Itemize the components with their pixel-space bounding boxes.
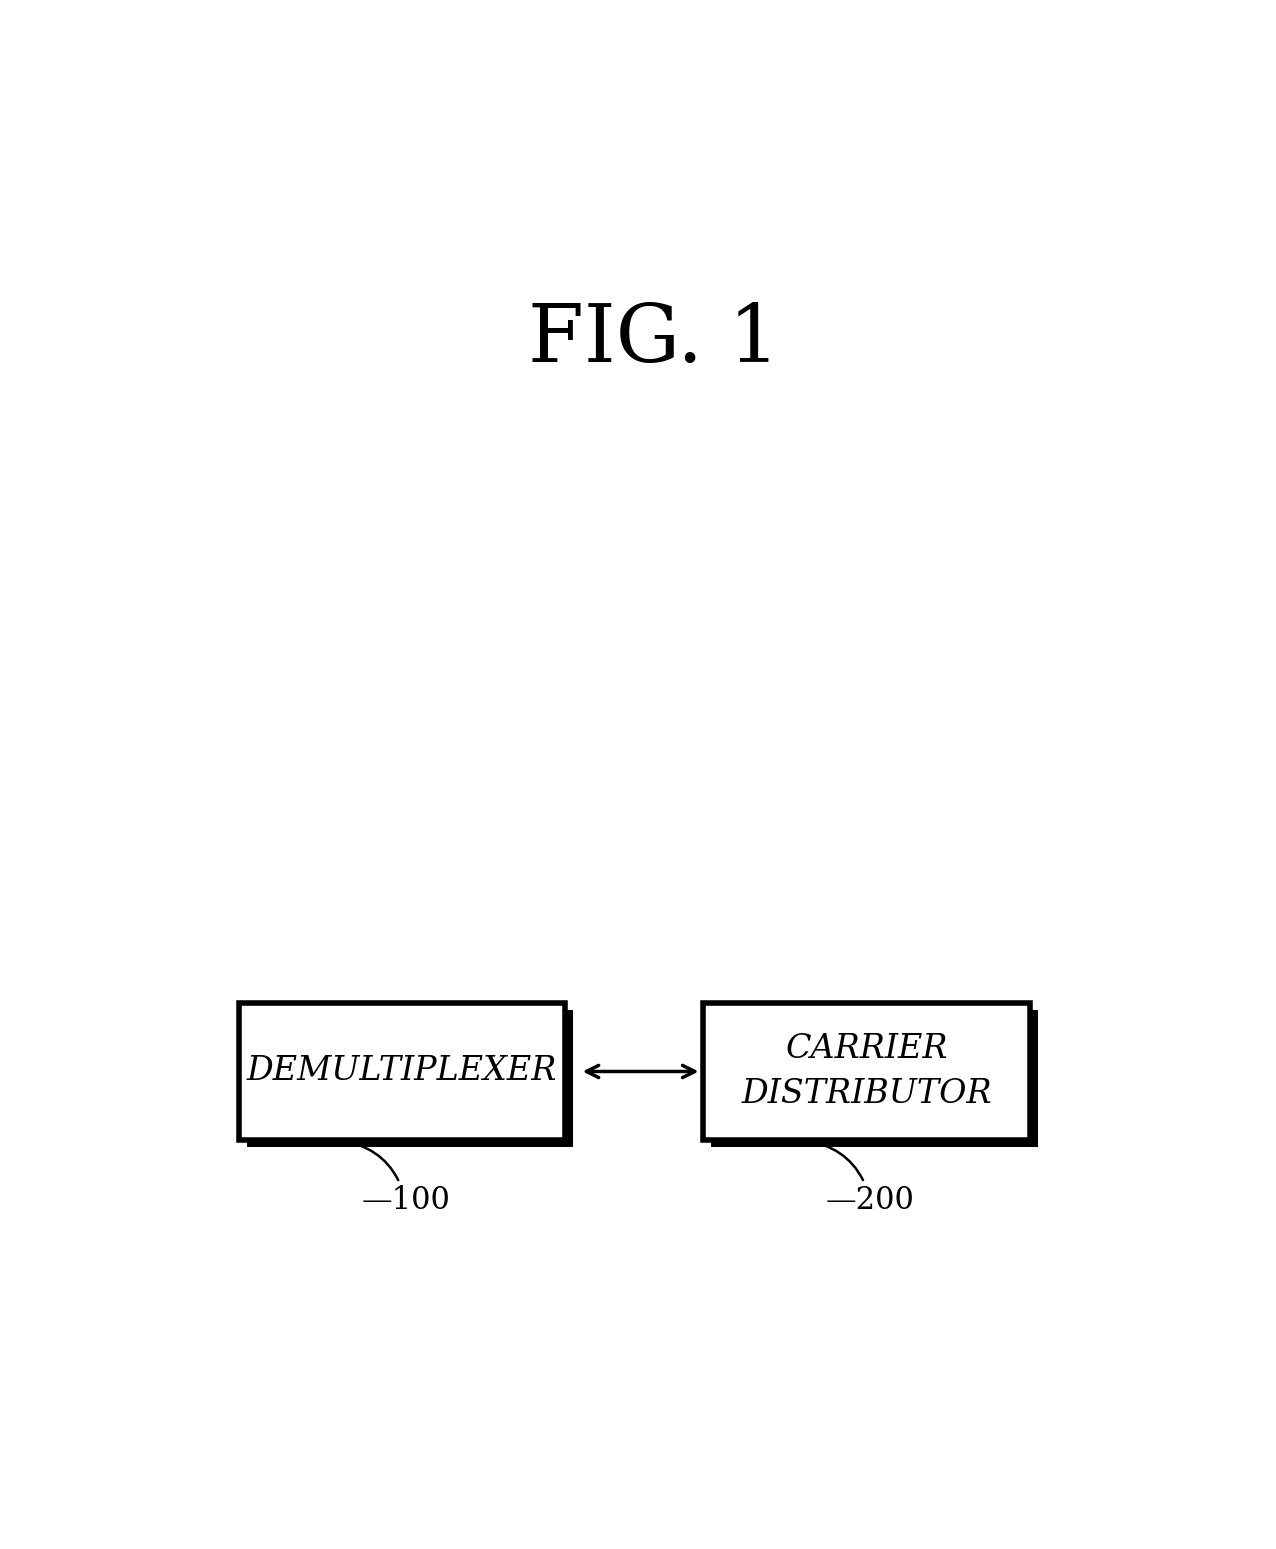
Text: FIG. 1: FIG. 1: [528, 301, 780, 380]
Bar: [703, 1002, 1030, 1140]
Bar: [246, 1010, 573, 1148]
Text: CARRIER
DISTRIBUTOR: CARRIER DISTRIBUTOR: [741, 1033, 991, 1109]
Bar: [711, 1010, 1037, 1148]
Bar: [239, 1002, 565, 1140]
Text: DEMULTIPLEXER: DEMULTIPLEXER: [246, 1055, 556, 1087]
Text: —100: —100: [339, 1140, 450, 1216]
Text: —200: —200: [804, 1140, 915, 1216]
